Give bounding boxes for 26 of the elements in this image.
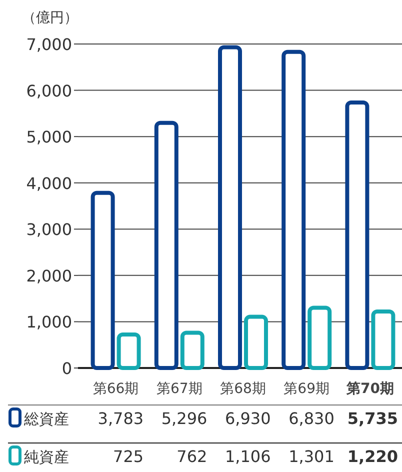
y-tick-label: 1,000 [26,312,72,332]
y-tick-label: 5,000 [26,128,72,147]
y-tick-label: 3,000 [26,220,72,240]
x-tick-label: 第69期 [284,381,330,397]
legend-label: 総資産 [23,410,69,428]
data-label: 5,735 [347,409,398,428]
y-tick-label: 2,000 [26,266,72,286]
data-label: 1,106 [224,447,271,466]
data-label: 5,296 [161,409,208,428]
y-tick-label: 0 [62,359,72,378]
x-tick-label: 第70期 [345,381,394,397]
y-tick-label: 4,000 [26,174,72,193]
data-label: 3,783 [98,409,144,428]
x-tick-label: 第68期 [220,381,266,397]
data-label: 762 [176,447,208,466]
y-tick-label: 7,000 [26,35,72,54]
x-tick-label: 第67期 [156,381,202,397]
legend-label: 純資産 [24,448,69,466]
y-axis-title: （億円） [22,10,78,26]
x-tick-label: 第66期 [92,381,139,397]
data-label: 725 [113,447,144,466]
data-label: 1,301 [288,447,334,466]
data-label: 6,830 [288,409,334,428]
data-label: 1,220 [347,447,398,466]
data-label: 6,930 [224,409,271,428]
y-tick-label: 6,000 [26,81,72,100]
